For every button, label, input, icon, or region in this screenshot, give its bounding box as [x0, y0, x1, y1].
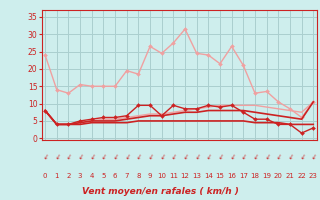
Text: ↓: ↓ [216, 154, 224, 162]
Text: 5: 5 [101, 173, 106, 179]
Text: 22: 22 [297, 173, 306, 179]
Text: ↓: ↓ [274, 154, 282, 162]
Text: 3: 3 [78, 173, 82, 179]
Text: 12: 12 [180, 173, 189, 179]
Text: ↓: ↓ [263, 154, 271, 162]
Text: 7: 7 [124, 173, 129, 179]
Text: 1: 1 [54, 173, 59, 179]
Text: ↓: ↓ [181, 154, 189, 162]
Text: ↓: ↓ [64, 154, 72, 162]
Text: 23: 23 [309, 173, 318, 179]
Text: ↓: ↓ [228, 154, 236, 162]
Text: 13: 13 [192, 173, 201, 179]
Text: Vent moyen/en rafales ( km/h ): Vent moyen/en rafales ( km/h ) [82, 187, 238, 196]
Text: 18: 18 [251, 173, 260, 179]
Text: 14: 14 [204, 173, 213, 179]
Text: ↓: ↓ [134, 154, 142, 162]
Text: ↓: ↓ [88, 154, 96, 162]
Text: 9: 9 [148, 173, 152, 179]
Text: 21: 21 [285, 173, 294, 179]
Text: 20: 20 [274, 173, 283, 179]
Text: ↓: ↓ [286, 154, 294, 162]
Text: 10: 10 [157, 173, 166, 179]
Text: ↓: ↓ [251, 154, 259, 162]
Text: 11: 11 [169, 173, 178, 179]
Text: 6: 6 [113, 173, 117, 179]
Text: ↓: ↓ [41, 154, 49, 162]
Text: 16: 16 [227, 173, 236, 179]
Text: ↓: ↓ [53, 154, 61, 162]
Text: 17: 17 [239, 173, 248, 179]
Text: ↓: ↓ [158, 154, 166, 162]
Text: ↓: ↓ [298, 154, 306, 162]
Text: 15: 15 [216, 173, 224, 179]
Text: ↓: ↓ [99, 154, 108, 162]
Text: 4: 4 [90, 173, 94, 179]
Text: 8: 8 [136, 173, 140, 179]
Text: 19: 19 [262, 173, 271, 179]
Text: ↓: ↓ [309, 154, 317, 162]
Text: ↓: ↓ [111, 154, 119, 162]
Text: ↓: ↓ [169, 154, 177, 162]
Text: ↓: ↓ [193, 154, 201, 162]
Text: ↓: ↓ [123, 154, 131, 162]
Text: ↓: ↓ [146, 154, 154, 162]
Text: 2: 2 [66, 173, 71, 179]
Text: ↓: ↓ [204, 154, 212, 162]
Text: ↓: ↓ [239, 154, 247, 162]
Text: ↓: ↓ [76, 154, 84, 162]
Text: 0: 0 [43, 173, 47, 179]
